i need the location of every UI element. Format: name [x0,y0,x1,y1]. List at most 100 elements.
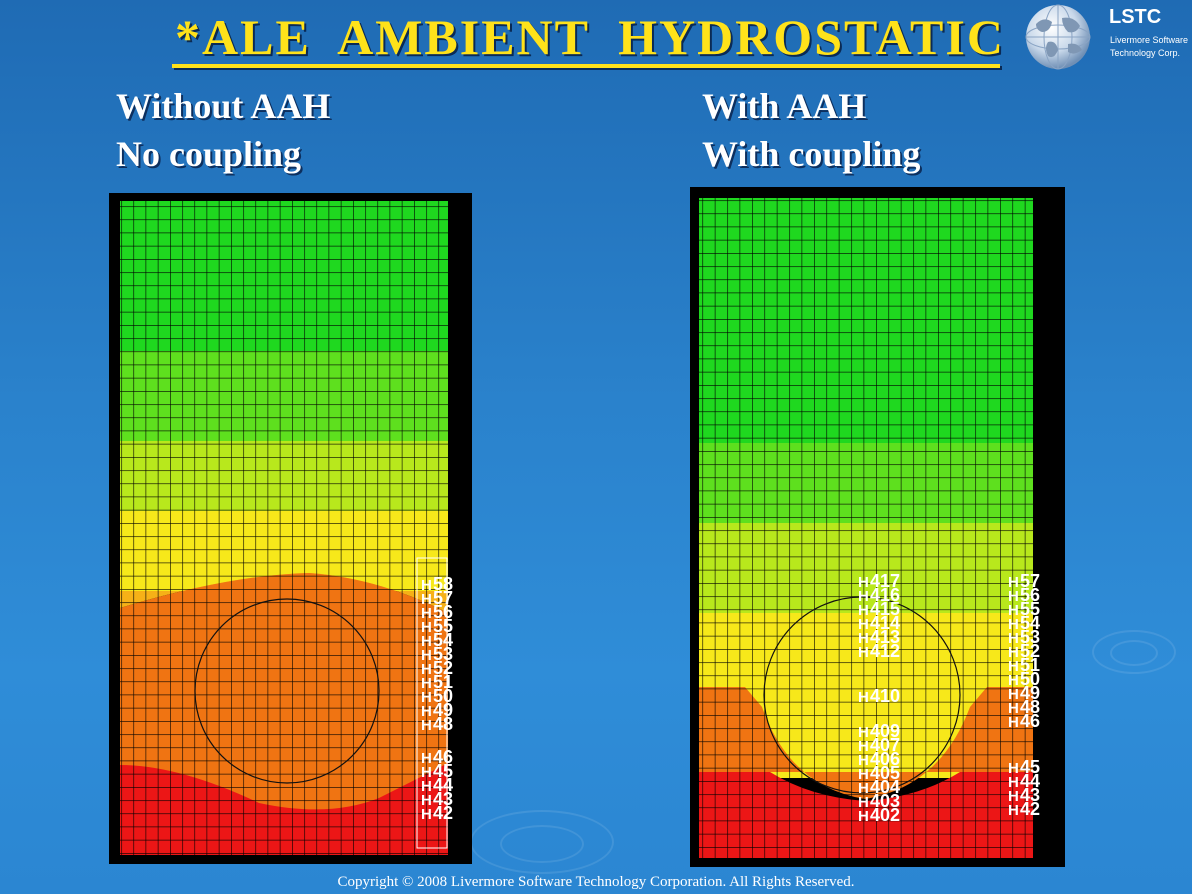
node-marker-icon: H [1008,588,1019,605]
node-label: 58 [433,574,453,594]
left-simulation-panel: H 58 H 57 H 56 H 55 H 54 H 53 H 52 H 51 H 50 H 49 H 48 H 46 H 45 H… [109,193,472,864]
node-marker-icon: H [858,752,869,769]
node-marker-icon: H [858,630,869,647]
mesh-grid [120,201,448,855]
node-marker-icon: H [858,689,869,706]
node-marker-icon: H [421,778,432,795]
left-simulation-plot: H 58H 57H 56H 55H 54H 53H 52H 51H 50H 49H 48H 46H 45H… [109,193,472,864]
node-marker-icon: H [421,764,432,781]
node-label: 42 [433,803,453,823]
inner-node-label: 405 [870,763,900,783]
node-marker-icon: H [858,574,869,591]
outer-node-label: 56 [1020,585,1040,605]
outer-node-label: 49 [1020,683,1040,703]
node-marker-icon: H [858,644,869,661]
left-heading-line1: Without AAH [116,86,331,126]
node-marker-icon: H [421,689,432,706]
node-marker-icon: H [421,633,432,650]
node-marker-icon: H [421,577,432,594]
ripple-decoration [1092,630,1176,674]
node-label: 53 [433,644,453,664]
circle-boundary [763,596,961,794]
outer-node-label: 52 [1020,641,1040,661]
inner-node-label: 404 [870,777,900,797]
inner-node-label: 415 [870,599,900,619]
node-marker-icon: H [1008,802,1019,819]
outer-node-label: 50 [1020,669,1040,689]
inner-node-label: 414 [870,613,900,633]
node-label: 51 [433,672,453,692]
outer-node-label: 57 [1020,571,1040,591]
node-marker-icon: H [1008,658,1019,675]
outer-node-label: 54 [1020,613,1040,633]
node-label: 50 [433,686,453,706]
node-marker-icon: H [1008,686,1019,703]
node-marker-icon: H [858,766,869,783]
node-label: 55 [433,616,453,636]
node-marker-icon: H [1008,760,1019,777]
lstc-logo: LSTC Livermore Software Technology Corp. [1022,2,1192,72]
circle-boundary [194,598,380,784]
node-column-outline [416,557,448,849]
node-marker-icon: H [1008,644,1019,661]
inner-node-label: 416 [870,585,900,605]
node-marker-icon: H [1008,714,1019,731]
right-simulation-panel: H 417 H 416 H 415 H 414 H 413 H 412 H 410 H 409 H 407 H 406… [690,187,1065,867]
node-label: 48 [433,714,453,734]
node-label: 43 [433,789,453,809]
slide-title: *ALE AMBIENT HYDROSTATIC [175,9,1005,65]
node-marker-icon: H [421,591,432,608]
node-marker-icon: H [1008,788,1019,805]
node-marker-icon: H [858,602,869,619]
node-marker-icon: H [858,616,869,633]
outer-node-label: 44 [1020,771,1040,791]
node-marker-icon: H [858,588,869,605]
node-marker-icon: H [858,780,869,797]
node-marker-icon: H [421,661,432,678]
title-underline [172,64,1000,68]
node-marker-icon: H [421,675,432,692]
inner-node-label: 413 [870,627,900,647]
copyright-footer: Copyright © 2008 Livermore Software Tech… [337,874,855,890]
node-marker-icon: H [858,738,869,755]
node-marker-icon: H [1008,630,1019,647]
inner-node-label: 412 [870,641,900,661]
inner-node-label: 402 [870,805,900,825]
node-marker-icon: H [1008,602,1019,619]
inner-node-label: 417 [870,571,900,591]
node-marker-icon: H [421,750,432,767]
outer-node-label: 43 [1020,785,1040,805]
inner-node-label: 409 [870,721,900,741]
node-marker-icon: H [1008,672,1019,689]
ripple-decoration [500,825,584,863]
node-label: 56 [433,602,453,622]
left-heading-line2: No coupling [116,134,302,174]
mesh-grid [699,198,1033,858]
logo-subtitle-line2: Technology Corp. [1110,48,1181,58]
right-heading-line1: With AAH [702,86,867,126]
outer-node-label: 46 [1020,711,1040,731]
node-label: 46 [433,747,453,767]
node-label: 49 [433,700,453,720]
outer-node-label: 53 [1020,627,1040,647]
node-marker-icon: H [1008,700,1019,717]
node-marker-icon: H [421,647,432,664]
outer-node-label: 55 [1020,599,1040,619]
logo-subtitle-line1: Livermore Software [1110,35,1189,45]
node-marker-icon: H [421,703,432,720]
right-heading-line2: With coupling [702,134,921,174]
node-marker-icon: H [421,806,432,823]
node-label: 45 [433,761,453,781]
node-marker-icon: H [1008,774,1019,791]
node-marker-icon: H [421,619,432,636]
node-marker-icon: H [858,808,869,825]
inner-node-label: 403 [870,791,900,811]
node-marker-icon: H [1008,574,1019,591]
node-marker-icon: H [1008,616,1019,633]
node-marker-icon: H [858,794,869,811]
node-label: 44 [433,775,453,795]
node-marker-icon: H [858,724,869,741]
node-marker-icon: H [421,605,432,622]
node-marker-icon: H [421,792,432,809]
